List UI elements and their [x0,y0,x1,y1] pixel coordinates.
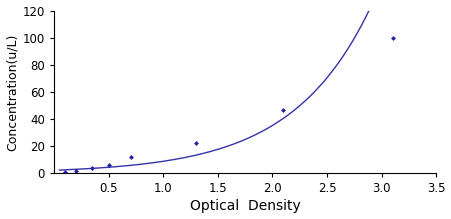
X-axis label: Optical  Density: Optical Density [190,200,300,214]
Y-axis label: Concentration(u/L): Concentration(u/L) [5,33,18,151]
